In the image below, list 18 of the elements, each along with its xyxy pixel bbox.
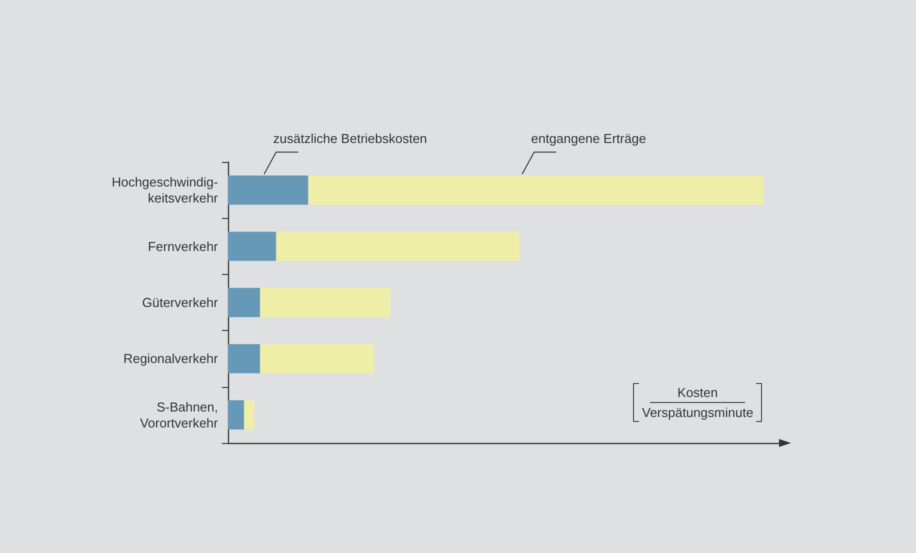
x-axis-title: Kosten Verspätungsminute xyxy=(642,385,754,420)
bar xyxy=(244,400,254,430)
bar xyxy=(228,288,260,318)
bar xyxy=(228,344,260,374)
bar xyxy=(276,232,520,261)
bar xyxy=(228,232,276,261)
bar xyxy=(228,175,308,205)
text: entgangene Erträge xyxy=(531,131,646,146)
bar xyxy=(228,400,244,430)
bar xyxy=(308,175,764,205)
y-tick-label: S-Bahnen, Vorortverkehr xyxy=(140,399,219,430)
y-tick-label: Hochgeschwindig- keitsverkehr xyxy=(112,174,219,206)
text: zusätzliche Betriebskosten xyxy=(273,131,428,146)
y-tick-label: Regionalverkehr xyxy=(123,351,219,366)
bar xyxy=(260,344,374,374)
bar xyxy=(260,288,390,318)
y-tick-label: Fernverkehr xyxy=(148,238,219,254)
y-tick-label: Güterverkehr xyxy=(142,295,219,310)
